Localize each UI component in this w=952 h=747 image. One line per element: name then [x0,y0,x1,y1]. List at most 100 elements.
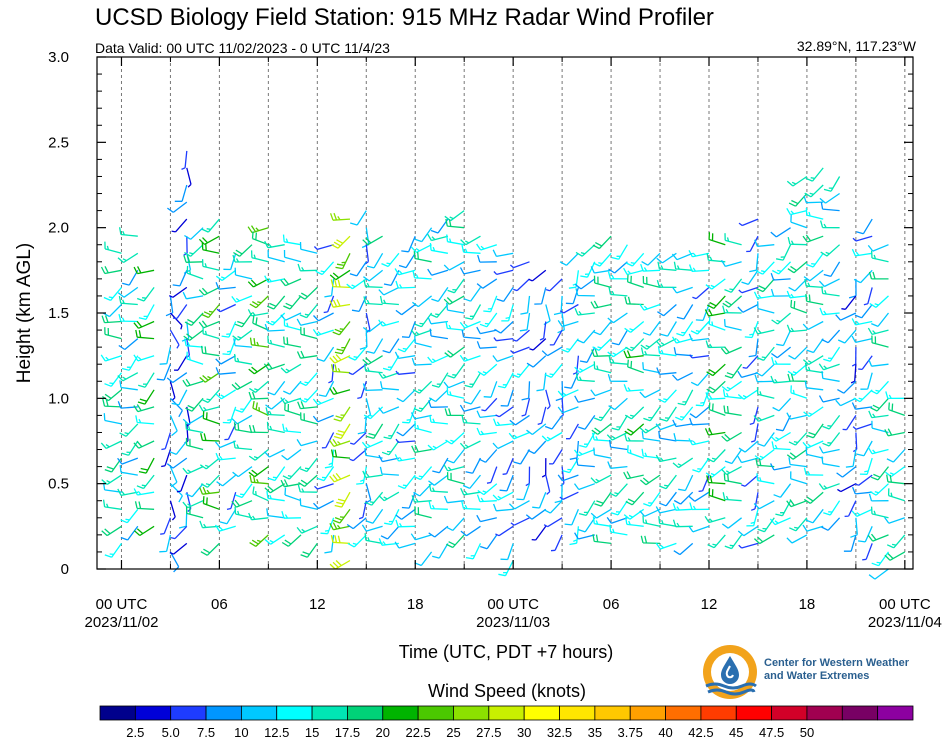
wind-barb [521,398,531,417]
colorbar-tick-label: 12.5 [264,725,289,740]
wind-barb [553,295,563,316]
wind-barb [609,524,628,536]
wind-barb [594,491,612,507]
colorbar-tick-label: 25 [446,725,460,740]
wind-barb [184,244,204,257]
wind-barb [643,406,661,422]
wind-barb [706,363,726,377]
cw3e-logo-icon [703,645,757,699]
wind-barb [557,406,579,414]
colorbar-tick-label: 3.75 [618,725,643,740]
wind-barb [248,424,269,434]
wind-barb [802,234,824,243]
wind-barb [384,509,400,526]
wind-barb [592,338,612,351]
wind-barb [737,303,759,313]
wind-barb [198,286,220,296]
wind-barb [378,286,400,296]
wind-barb [590,508,612,519]
wind-barb [868,568,889,580]
wind-barb [280,397,302,405]
wind-barb [361,524,383,532]
wind-barb [231,295,253,303]
wind-barb [173,355,188,371]
wind-barb [624,433,644,442]
wind-barb [887,488,905,502]
wind-barb [843,534,857,552]
wind-barb [100,440,122,449]
wind-barb [362,235,383,246]
wind-barb [526,423,547,436]
wind-barb [516,483,531,501]
y-tick-label: 3.0 [48,49,69,66]
wind-barb [823,261,841,278]
wind-barb [117,488,138,497]
wind-barb [427,233,449,242]
wind-barb [655,454,677,463]
wind-barb [593,447,612,459]
wind-barb [226,492,237,511]
wind-barb [476,243,498,251]
barb-column [476,243,498,550]
colorbar-tick-label: 17.5 [335,725,360,740]
wind-barb [379,381,399,391]
wind-barb [606,517,628,524]
wind-barb [138,457,155,474]
wind-barb [169,500,176,521]
wind-barb [757,517,775,533]
wind-barb [549,329,563,346]
wind-barb [802,524,824,532]
wind-barb [705,278,726,290]
wind-barb [178,509,188,529]
barb-column [671,252,694,556]
wind-barb [321,432,335,449]
wind-barb [689,502,710,511]
wind-barb [234,506,253,519]
wind-barb [738,218,759,227]
wind-barb [133,354,155,362]
wind-barb [871,551,890,567]
wind-barb [623,471,644,480]
wind-barb [161,449,172,468]
x-tick-date-label: 2023/11/02 [84,614,158,631]
barb-column [867,244,890,580]
wind-barb [689,406,710,419]
wind-barb [835,397,857,407]
wind-barb [297,263,318,272]
wind-barb [544,415,563,430]
wind-barb [365,508,384,524]
barb-column [525,269,551,541]
wind-barb [863,287,873,306]
wind-barb [539,321,547,341]
wind-barb [378,371,400,379]
wind-barb [117,457,139,465]
wind-barb [746,509,759,527]
wind-barb [119,465,138,476]
wind-barb [136,287,155,302]
wind-barb [252,486,269,502]
wind-barb [721,466,742,476]
wind-barb [413,466,433,481]
wind-barb [724,449,743,465]
wind-barb [214,524,236,532]
wind-barb [249,534,269,547]
colorbar-tick-label: 27.5 [476,725,501,740]
barb-column [753,239,775,545]
wind-barb [559,303,579,314]
wind-barb [545,389,551,410]
wind-barb [737,389,759,400]
wind-barb [641,431,661,442]
wind-barb [248,391,269,400]
wind-barb [280,479,302,488]
wind-barb [312,329,334,337]
wind-barb [447,278,465,294]
wind-barb [231,499,253,508]
x-axis-label: Time (UTC, PDT +7 hours) [399,642,614,662]
wind-barb [348,346,367,361]
wind-barb [578,517,596,533]
wind-barb [823,500,841,516]
wind-barb [623,350,644,359]
wind-barb [820,244,841,257]
wind-barb [804,278,824,289]
